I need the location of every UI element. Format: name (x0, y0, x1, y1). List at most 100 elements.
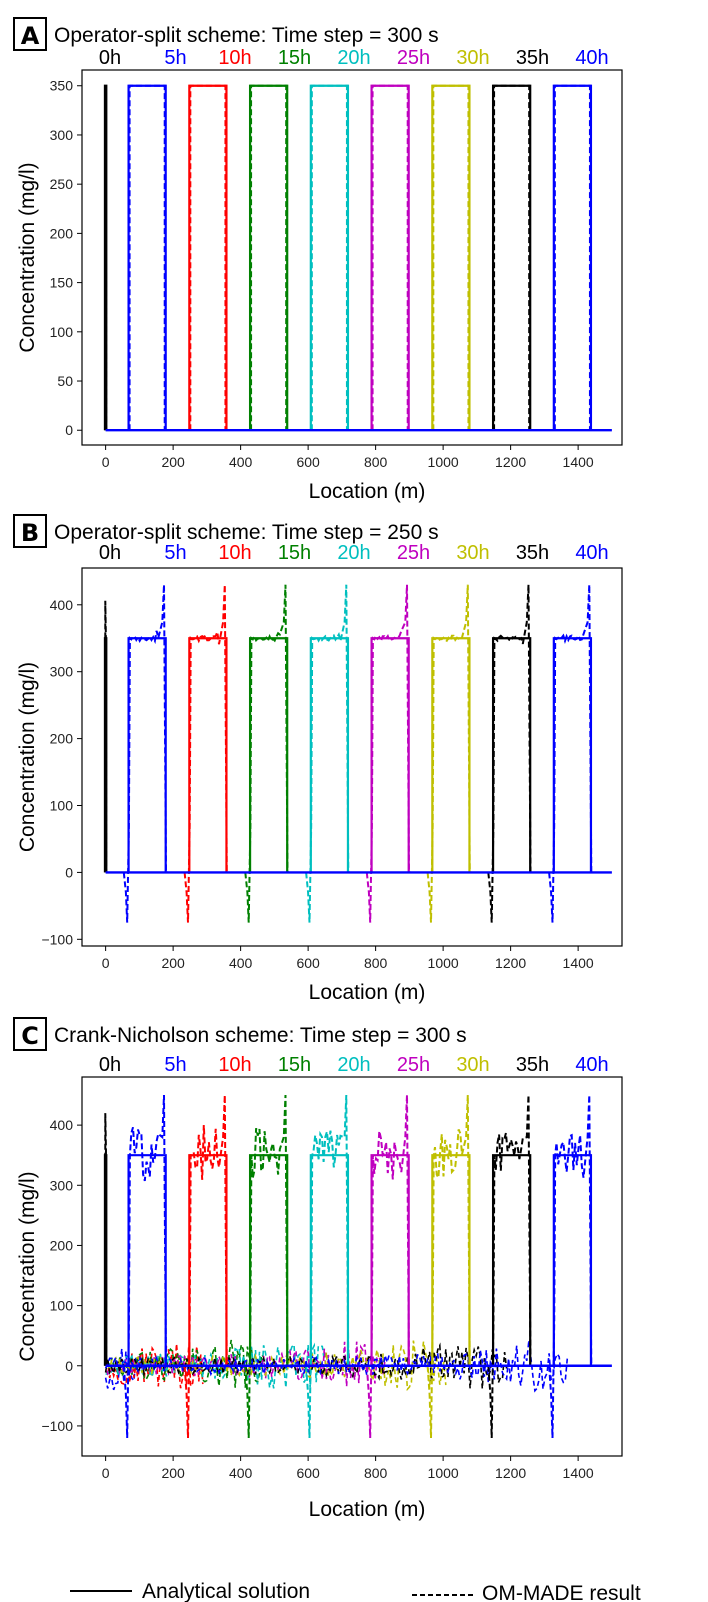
y-tick-label: 400 (50, 597, 74, 613)
x-tick-label: 600 (296, 955, 320, 971)
y-tick-label: 0 (65, 422, 73, 438)
analytical-line-35h (491, 1154, 532, 1366)
analytical-line-40h (552, 637, 593, 873)
model-line-35h (493, 84, 531, 431)
model-line-0h (104, 1113, 108, 1366)
y-tick-label: 200 (50, 1237, 74, 1253)
legend-dashed-label: OM-MADE result (482, 1582, 641, 1602)
y-axis-label: Concentration (mg/l) (16, 662, 39, 852)
analytical-line-25h (370, 84, 410, 431)
panel-title: Crank-Nicholson scheme: Time step = 300 … (54, 1024, 467, 1047)
x-tick-label: 600 (296, 454, 320, 470)
x-tick-label: 0 (102, 955, 110, 971)
model-line-40h (553, 84, 591, 431)
y-tick-label: 200 (50, 225, 74, 241)
x-tick-label: 800 (364, 1465, 388, 1481)
model-line-30h (426, 1094, 472, 1439)
y-tick-label: 250 (50, 176, 74, 192)
analytical-line-40h (552, 1154, 593, 1366)
model-line-40h (548, 1094, 593, 1439)
time-label-15h: 15h (278, 542, 311, 564)
y-tick-label: 300 (50, 127, 74, 143)
panel-letter-box (13, 514, 47, 548)
plot-frame (81, 1076, 623, 1457)
x-tick-label: 600 (296, 1465, 320, 1481)
time-label-35h: 35h (516, 47, 549, 69)
model-line-20h (305, 1094, 350, 1439)
chart-panel-c: C Crank-Nicholson scheme: Time step = 300… (13, 1017, 623, 1521)
time-label-20h: 20h (337, 542, 370, 564)
model-line-35h (487, 584, 533, 923)
time-label-10h: 10h (218, 47, 251, 69)
model-line-5h (122, 1094, 168, 1439)
y-tick-label: 0 (65, 1358, 73, 1374)
time-label-30h: 30h (456, 542, 489, 564)
time-label-30h: 30h (456, 47, 489, 69)
model-line-5h (122, 584, 168, 923)
panel-title: Operator-split scheme: Time step = 300 s (54, 24, 439, 47)
plot-frame (81, 567, 623, 947)
panel-letter: A (21, 22, 40, 50)
time-label-20h: 20h (337, 47, 370, 69)
model-line-30h (432, 84, 470, 431)
model-line-25h (365, 1094, 411, 1439)
time-label-25h: 25h (397, 47, 430, 69)
time-label-30h: 30h (456, 1054, 489, 1076)
time-label-0h: 0h (99, 47, 121, 69)
y-tick-label: 300 (50, 664, 74, 680)
x-axis-label: Location (m) (309, 480, 426, 503)
x-tick-label: 400 (229, 454, 253, 470)
plot-frame (81, 69, 623, 446)
model-line-20h (310, 84, 348, 431)
time-label-10h: 10h (218, 1054, 251, 1076)
time-label-25h: 25h (397, 542, 430, 564)
time-label-5h: 5h (164, 542, 186, 564)
x-tick-label: 200 (161, 955, 185, 971)
analytical-line-10h (188, 84, 228, 431)
legend: Analytical solution OM-MADE result (70, 1580, 641, 1602)
analytical-line-35h (491, 84, 532, 431)
analytical-line-30h (431, 84, 471, 431)
plot-area (103, 84, 612, 432)
panel-letter-box (13, 17, 47, 51)
model-line-15h (244, 1094, 290, 1439)
time-label-40h: 40h (575, 1054, 608, 1076)
model-line-10h (183, 584, 229, 923)
analytical-line-20h (309, 637, 350, 873)
time-label-0h: 0h (99, 542, 121, 564)
analytical-line-35h (491, 637, 532, 873)
analytical-line-20h (309, 84, 350, 431)
plot-area (103, 584, 612, 923)
panel-letter-box (13, 1017, 47, 1051)
time-label-5h: 5h (164, 1054, 186, 1076)
plot-area (103, 1094, 612, 1439)
x-tick-label: 1000 (428, 454, 459, 470)
model-line-0h (104, 85, 108, 431)
analytical-line-25h (370, 1154, 410, 1366)
analytical-line-10h (188, 637, 228, 873)
x-tick-label: 1200 (495, 955, 526, 971)
time-label-0h: 0h (99, 1054, 121, 1076)
x-tick-label: 1200 (495, 1465, 526, 1481)
time-label-25h: 25h (397, 1054, 430, 1076)
x-axis-label: Location (m) (309, 981, 426, 1004)
model-line-15h (244, 584, 290, 923)
time-label-5h: 5h (164, 47, 186, 69)
y-tick-label: 0 (65, 864, 73, 880)
model-line-25h (371, 84, 409, 431)
chart-panel-b: B Operator-split scheme: Time step = 250 … (13, 514, 623, 1004)
y-tick-label: −100 (41, 931, 73, 947)
panel-letter: C (21, 1022, 39, 1050)
x-tick-label: 400 (229, 1465, 253, 1481)
x-tick-label: 1000 (428, 955, 459, 971)
x-tick-label: 1000 (428, 1465, 459, 1481)
panel-letter: B (21, 519, 39, 547)
model-line-15h (250, 84, 288, 431)
x-tick-label: 0 (102, 1465, 110, 1481)
y-tick-label: 150 (50, 275, 74, 291)
x-tick-label: 1400 (563, 454, 594, 470)
time-label-20h: 20h (337, 1054, 370, 1076)
y-tick-label: −100 (41, 1418, 73, 1434)
y-axis-label: Concentration (mg/l) (16, 1171, 39, 1361)
